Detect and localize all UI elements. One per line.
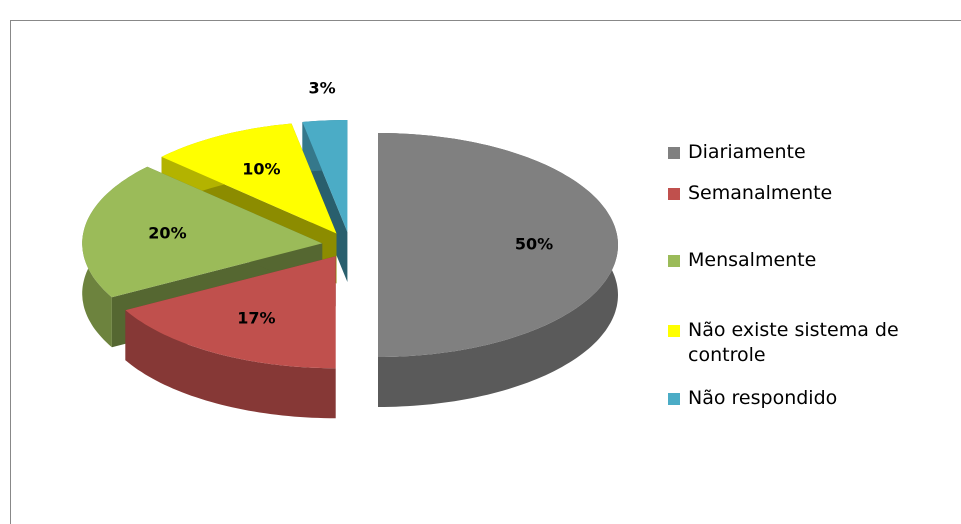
legend-label: Não existe sistema de controle	[688, 319, 899, 366]
slice	[125, 256, 336, 369]
legend-entry: Semanalmente	[668, 181, 958, 206]
legend-entry: Não existe sistema de controle	[668, 318, 958, 368]
legend-swatch	[668, 255, 680, 267]
slice-side	[125, 310, 336, 419]
legend-entry: Mensalmente	[668, 248, 958, 273]
legend-label: Semanalmente	[688, 182, 833, 204]
slice	[82, 166, 323, 298]
legend-swatch	[668, 393, 680, 405]
legend-label: Não respondido	[688, 387, 838, 409]
legend-entry: Diariamente	[668, 140, 958, 165]
data-label: 3%	[308, 79, 335, 98]
slice	[378, 133, 618, 357]
data-label: 50%	[515, 235, 553, 254]
data-label: 20%	[148, 224, 186, 243]
slice	[161, 123, 337, 234]
data-label: 10%	[242, 159, 280, 178]
slice	[302, 120, 348, 232]
legend-entry: Não respondido	[668, 386, 958, 411]
legend-swatch	[668, 147, 680, 159]
legend-label: Mensalmente	[688, 249, 817, 271]
legend-swatch	[668, 325, 680, 337]
legend-label: Diariamente	[688, 141, 806, 163]
data-label: 17%	[237, 308, 275, 327]
chart-frame	[10, 20, 961, 524]
legend-swatch	[668, 188, 680, 200]
